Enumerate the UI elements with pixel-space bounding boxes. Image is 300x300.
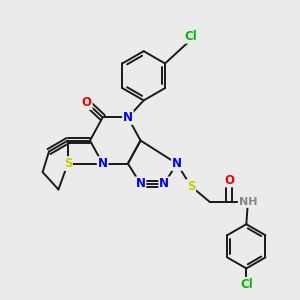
Text: S: S xyxy=(187,180,195,193)
Text: O: O xyxy=(224,173,234,187)
Text: S: S xyxy=(64,157,72,170)
Text: Cl: Cl xyxy=(185,30,197,43)
Text: O: O xyxy=(82,96,92,109)
Text: N: N xyxy=(159,177,169,190)
Text: Cl: Cl xyxy=(240,278,253,291)
Text: N: N xyxy=(98,157,108,170)
Text: N: N xyxy=(136,177,146,190)
Text: NH: NH xyxy=(238,197,257,207)
Text: N: N xyxy=(123,111,133,124)
Text: N: N xyxy=(172,157,182,170)
